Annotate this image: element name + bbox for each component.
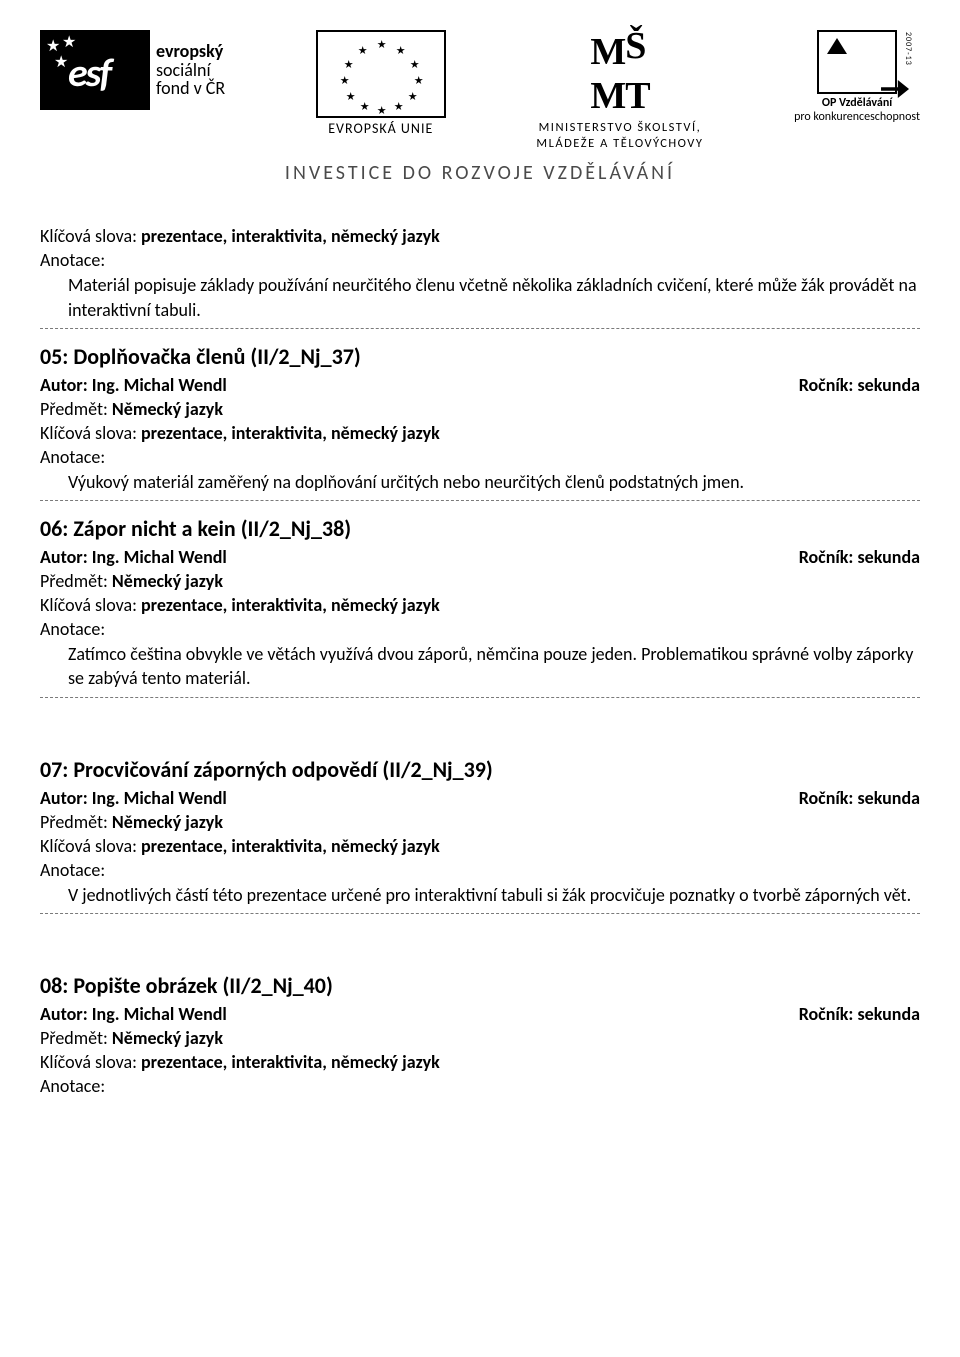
esf-logo: ★ ★ ★ esf evropský sociální fond v ČR	[40, 30, 225, 110]
op-sub: pro konkurenceschopnost	[794, 110, 920, 124]
keywords-line: Klíčová slova: prezentace, interaktivita…	[40, 1051, 920, 1073]
rule	[40, 500, 920, 501]
op-mark: 2007-13	[817, 30, 897, 94]
annotation-label: Anotace:	[40, 446, 920, 468]
subject-line: Předmět: Německý jazyk	[40, 1027, 920, 1049]
entry: 07: Procvičování záporných odpovědí (II/…	[40, 756, 920, 914]
op-period: 2007-13	[903, 32, 913, 66]
subject-line: Předmět: Německý jazyk	[40, 398, 920, 420]
subject-line: Předmět: Německý jazyk	[40, 811, 920, 833]
msmt-text: MINISTERSTVO ŠKOLSTVÍ, MLÁDEŽE A TĚLOVÝC…	[536, 120, 703, 151]
entry-title: 07: Procvičování záporných odpovědí (II/…	[40, 756, 920, 783]
msmt-logo: MŠMT MINISTERSTVO ŠKOLSTVÍ, MLÁDEŽE A TĚ…	[536, 30, 703, 151]
meta-line: Autor: Ing. Michal Wendl Ročník: sekunda	[40, 787, 920, 809]
annotation-text: Zatímco čeština obvykle ve větách využív…	[40, 642, 920, 691]
entry-title: 06: Zápor nicht a kein (II/2_Nj_38)	[40, 515, 920, 542]
msmt-mark: MŠMT	[590, 30, 649, 118]
entry: 05: Doplňovačka členů (II/2_Nj_37) Autor:…	[40, 343, 920, 501]
annotation-label: Anotace:	[40, 249, 920, 271]
rule	[40, 328, 920, 329]
esf-mark: ★ ★ ★ esf	[40, 30, 150, 110]
eu-logo: ★ ★ ★ ★ ★ ★ ★ ★ ★ ★ ★ ★ EVROPSKÁ UNIE	[316, 30, 446, 137]
meta-line: Autor: Ing. Michal Wendl Ročník: sekunda	[40, 546, 920, 568]
grade: Ročník: sekunda	[799, 787, 920, 809]
op-text: OP Vzdělávání pro konkurenceschopnost	[794, 96, 920, 125]
annotation-label: Anotace:	[40, 859, 920, 881]
entry-continuation: Klíčová slova: prezentace, interaktivita…	[40, 225, 920, 329]
author: Autor: Ing. Michal Wendl	[40, 787, 227, 809]
esf-line3: fond v ČR	[156, 77, 225, 99]
grade: Ročník: sekunda	[799, 1003, 920, 1025]
keywords-line: Klíčová slova: prezentace, interaktivita…	[40, 835, 920, 857]
op-logo: 2007-13 OP Vzdělávání pro konkurencescho…	[794, 30, 920, 125]
entry-title: 05: Doplňovačka členů (II/2_Nj_37)	[40, 343, 920, 370]
msmt-line1: MINISTERSTVO ŠKOLSTVÍ,	[539, 120, 702, 135]
op-title: OP Vzdělávání	[794, 96, 920, 110]
rule	[40, 697, 920, 698]
entry: 08: Popište obrázek (II/2_Nj_40) Autor: I…	[40, 972, 920, 1097]
eu-label: EVROPSKÁ UNIE	[328, 120, 433, 137]
grade: Ročník: sekunda	[799, 374, 920, 396]
tagline: INVESTICE DO ROZVOJE VZDĚLÁVÁNÍ	[40, 161, 920, 185]
entry-title: 08: Popište obrázek (II/2_Nj_40)	[40, 972, 920, 999]
subject-line: Předmět: Německý jazyk	[40, 570, 920, 592]
msmt-line2: MLÁDEŽE A TĚLOVÝCHOVY	[536, 136, 703, 151]
keywords-value: prezentace, interaktivita, německý jazyk	[141, 225, 440, 247]
annotation-text: Materiál popisuje základy používání neur…	[40, 273, 920, 322]
author: Autor: Ing. Michal Wendl	[40, 374, 227, 396]
keywords-line: Klíčová slova: prezentace, interaktivita…	[40, 225, 920, 247]
keywords-line: Klíčová slova: prezentace, interaktivita…	[40, 594, 920, 616]
meta-line: Autor: Ing. Michal Wendl Ročník: sekunda	[40, 374, 920, 396]
author: Autor: Ing. Michal Wendl	[40, 1003, 227, 1025]
entry: 06: Zápor nicht a kein (II/2_Nj_38) Autor…	[40, 515, 920, 698]
keywords-prefix: Klíčová slova:	[40, 225, 141, 247]
funding-logos-row: ★ ★ ★ esf evropský sociální fond v ČR ★ …	[40, 30, 920, 151]
eu-flag: ★ ★ ★ ★ ★ ★ ★ ★ ★ ★ ★ ★	[316, 30, 446, 118]
annotation-label: Anotace:	[40, 618, 920, 640]
meta-line: Autor: Ing. Michal Wendl Ročník: sekunda	[40, 1003, 920, 1025]
esf-text: evropský sociální fond v ČR	[156, 42, 225, 99]
annotation-label: Anotace:	[40, 1075, 920, 1097]
keywords-line: Klíčová slova: prezentace, interaktivita…	[40, 422, 920, 444]
annotation-text: Výukový materiál zaměřený na doplňování …	[40, 470, 920, 494]
author: Autor: Ing. Michal Wendl	[40, 546, 227, 568]
rule	[40, 913, 920, 914]
grade: Ročník: sekunda	[799, 546, 920, 568]
annotation-text: V jednotlivých částí této prezentace urč…	[40, 883, 920, 907]
